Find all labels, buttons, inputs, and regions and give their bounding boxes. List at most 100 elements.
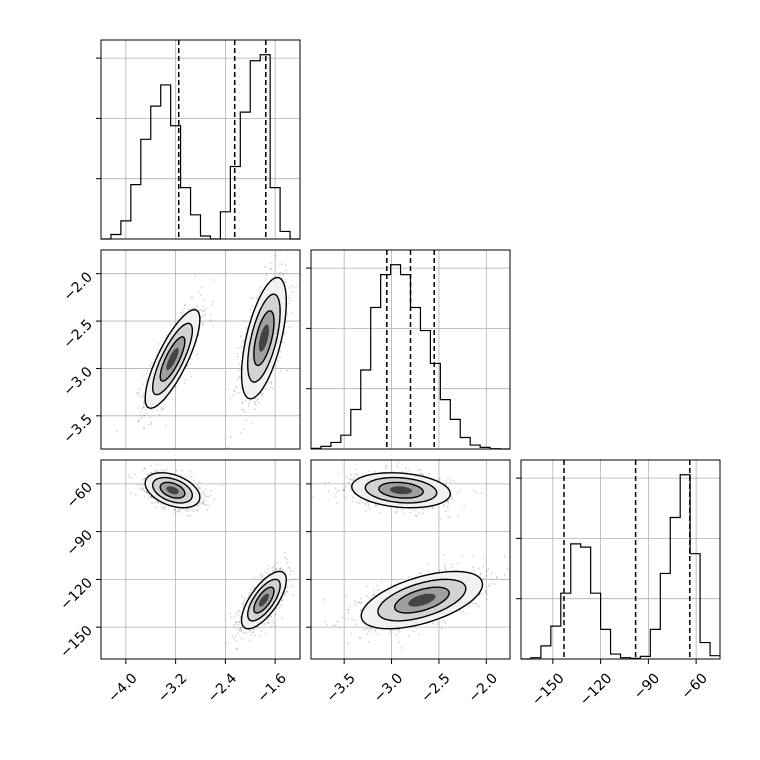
sample-point bbox=[264, 571, 267, 574]
sample-point bbox=[281, 617, 284, 620]
sample-point bbox=[409, 511, 412, 514]
sample-point bbox=[286, 590, 288, 593]
sample-point bbox=[348, 481, 350, 484]
sample-point bbox=[367, 503, 370, 506]
sample-point bbox=[187, 308, 190, 311]
sample-point bbox=[143, 427, 145, 429]
sample-point bbox=[272, 567, 275, 569]
sample-point bbox=[237, 623, 240, 626]
sample-point bbox=[229, 397, 232, 400]
sample-point bbox=[150, 464, 153, 467]
sample-point bbox=[280, 604, 283, 606]
sample-point bbox=[196, 509, 198, 511]
sample-point bbox=[342, 489, 345, 492]
panel-frame bbox=[100, 459, 301, 660]
sample-point bbox=[184, 508, 187, 511]
scatter-panel-2-1 bbox=[310, 459, 511, 660]
sample-point bbox=[173, 508, 176, 511]
contour-line bbox=[247, 293, 281, 383]
sample-point bbox=[273, 375, 276, 377]
sample-point bbox=[181, 314, 184, 316]
sample-point bbox=[284, 269, 287, 271]
panel-frame bbox=[520, 459, 721, 660]
sample-point bbox=[137, 483, 139, 486]
sample-point bbox=[129, 476, 132, 479]
sample-point bbox=[198, 291, 200, 293]
sample-point bbox=[232, 394, 234, 397]
sample-point bbox=[143, 478, 146, 480]
sample-point bbox=[180, 311, 182, 314]
sample-point bbox=[277, 360, 280, 362]
sample-point bbox=[189, 515, 192, 517]
sample-point bbox=[137, 420, 140, 423]
sample-point bbox=[277, 569, 280, 572]
sample-point bbox=[278, 263, 281, 265]
sample-point bbox=[177, 508, 180, 511]
sample-point bbox=[192, 510, 195, 513]
panel-frame bbox=[100, 39, 301, 240]
sample-point bbox=[229, 616, 232, 618]
sample-point bbox=[352, 496, 354, 499]
sample-point bbox=[162, 508, 165, 511]
sample-point bbox=[459, 489, 462, 492]
sample-point bbox=[228, 388, 230, 390]
sample-point bbox=[248, 592, 250, 594]
sample-point bbox=[285, 264, 287, 266]
sample-point bbox=[185, 476, 188, 479]
sample-point bbox=[277, 273, 280, 275]
sample-point bbox=[275, 567, 278, 570]
sample-point bbox=[233, 637, 235, 640]
sample-point bbox=[368, 470, 371, 473]
sample-point bbox=[139, 411, 142, 413]
sample-point bbox=[450, 495, 453, 498]
sample-point bbox=[338, 489, 340, 492]
sample-point bbox=[229, 612, 232, 615]
sample-point bbox=[205, 495, 208, 498]
contour-line bbox=[364, 476, 438, 504]
sample-point bbox=[397, 628, 400, 631]
sample-point bbox=[280, 567, 282, 570]
sample-point bbox=[235, 627, 238, 629]
sample-point bbox=[235, 621, 238, 623]
sample-point bbox=[418, 512, 420, 514]
sample-point bbox=[256, 400, 258, 402]
sample-point bbox=[419, 472, 422, 475]
sample-point bbox=[142, 478, 144, 481]
sample-point bbox=[151, 502, 154, 504]
sample-point bbox=[150, 472, 153, 474]
sample-point bbox=[184, 382, 187, 385]
sample-point bbox=[254, 408, 256, 411]
sample-point bbox=[473, 569, 475, 572]
sample-point bbox=[292, 594, 294, 597]
sample-point bbox=[137, 407, 140, 409]
sample-point bbox=[157, 343, 160, 345]
sample-point bbox=[146, 491, 149, 494]
sample-point bbox=[144, 467, 146, 470]
sample-point bbox=[253, 577, 255, 580]
sample-point bbox=[291, 285, 293, 288]
sample-point bbox=[366, 501, 369, 504]
sample-point bbox=[328, 481, 330, 484]
sample-point bbox=[346, 476, 348, 478]
sample-point bbox=[202, 323, 205, 326]
sample-point bbox=[395, 511, 397, 514]
sample-point bbox=[254, 402, 256, 404]
sample-point bbox=[284, 556, 287, 559]
sample-point bbox=[374, 594, 376, 597]
sample-point bbox=[276, 562, 278, 564]
sample-point bbox=[141, 488, 144, 491]
sample-point bbox=[311, 495, 313, 498]
sample-point bbox=[164, 425, 167, 427]
sample-point bbox=[116, 430, 119, 433]
sample-point bbox=[421, 473, 424, 476]
sample-point bbox=[286, 585, 289, 588]
sample-point bbox=[177, 509, 180, 512]
sample-point bbox=[395, 511, 398, 513]
sample-point bbox=[206, 508, 209, 511]
sample-point bbox=[359, 499, 361, 502]
sample-point bbox=[288, 299, 291, 302]
sample-point bbox=[414, 514, 417, 517]
sample-point bbox=[268, 573, 270, 575]
sample-point bbox=[143, 402, 146, 405]
sample-point bbox=[418, 633, 420, 636]
